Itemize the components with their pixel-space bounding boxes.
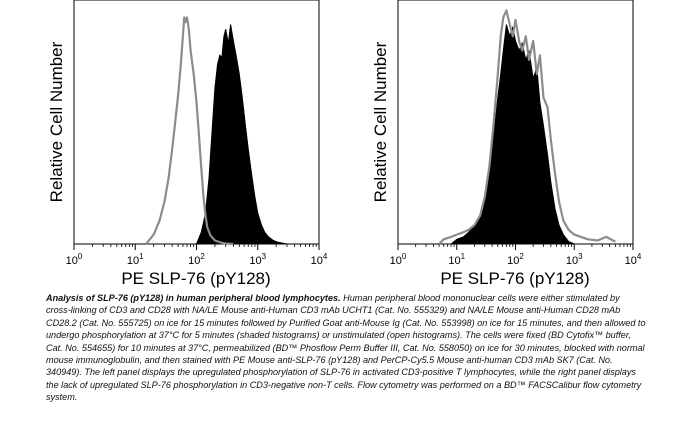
right-x-tick-label-exponent: 4	[637, 252, 642, 261]
left-filled-histogram	[195, 24, 288, 245]
right-open-histogram	[438, 9, 616, 245]
left-x-tick-label-base: 10	[66, 255, 78, 267]
right-x-ticks: 100 101 102 103 104	[390, 244, 642, 267]
left-x-tick-label-exponent: 0	[78, 252, 83, 261]
right-x-tick-label: 101	[448, 252, 465, 267]
left-x-tick-label-exponent: 3	[262, 252, 267, 261]
left-histogram-panel: 100 101 102 103 104 Relative Cell Number PE …	[47, 0, 328, 288]
right-x-tick-label: 103	[566, 252, 583, 267]
left-x-tick-label-base: 10	[188, 255, 200, 267]
right-x-tick-label-base: 10	[566, 255, 578, 267]
left-x-tick-label-exponent: 1	[139, 252, 144, 261]
left-plot-frame	[73, 0, 320, 245]
left-x-tick-label: 102	[188, 252, 205, 267]
left-y-axis-label: Relative Cell Number	[47, 41, 66, 202]
left-series-layer	[145, 16, 288, 246]
caption-body: Human peripheral blood mononuclear cells…	[46, 293, 646, 403]
figure-caption: Analysis of SLP-76 (pY128) in human peri…	[46, 292, 646, 404]
right-x-tick-label-exponent: 0	[402, 252, 407, 261]
right-x-axis-label: PE SLP-76 (pY128)	[440, 269, 589, 288]
right-x-tick-label: 104	[625, 252, 642, 267]
right-x-tick-label-base: 10	[390, 255, 402, 267]
right-y-axis-label: Relative Cell Number	[371, 41, 390, 202]
right-x-tick-label-exponent: 2	[519, 252, 524, 261]
left-x-tick-label-base: 10	[311, 255, 323, 267]
left-x-tick-label-base: 10	[249, 255, 261, 267]
right-histogram-panel: 100 101 102 103 104 Relative Cell Number PE …	[371, 0, 642, 288]
left-open-histogram	[145, 16, 234, 246]
right-series-layer	[438, 9, 616, 245]
left-x-ticks: 100 101 102 103 104	[66, 244, 328, 267]
right-x-tick-label-exponent: 3	[578, 252, 583, 261]
right-x-tick-label-exponent: 1	[461, 252, 466, 261]
left-x-axis-label: PE SLP-76 (pY128)	[121, 269, 270, 288]
left-x-tick-label: 104	[311, 252, 328, 267]
right-x-tick-label-base: 10	[448, 255, 460, 267]
caption-title: Analysis of SLP-76 (pY128) in human peri…	[46, 293, 341, 303]
right-filled-histogram	[449, 24, 575, 245]
right-x-tick-label: 100	[390, 252, 407, 267]
left-x-tick-label-exponent: 2	[200, 252, 205, 261]
left-x-tick-label: 101	[127, 252, 144, 267]
right-x-tick-label-base: 10	[625, 255, 637, 267]
right-x-tick-label: 102	[507, 252, 524, 267]
right-x-tick-label-base: 10	[507, 255, 519, 267]
left-x-tick-label: 100	[66, 252, 83, 267]
left-x-tick-label-base: 10	[127, 255, 139, 267]
left-x-tick-label-exponent: 4	[323, 252, 328, 261]
left-x-tick-label: 103	[249, 252, 266, 267]
